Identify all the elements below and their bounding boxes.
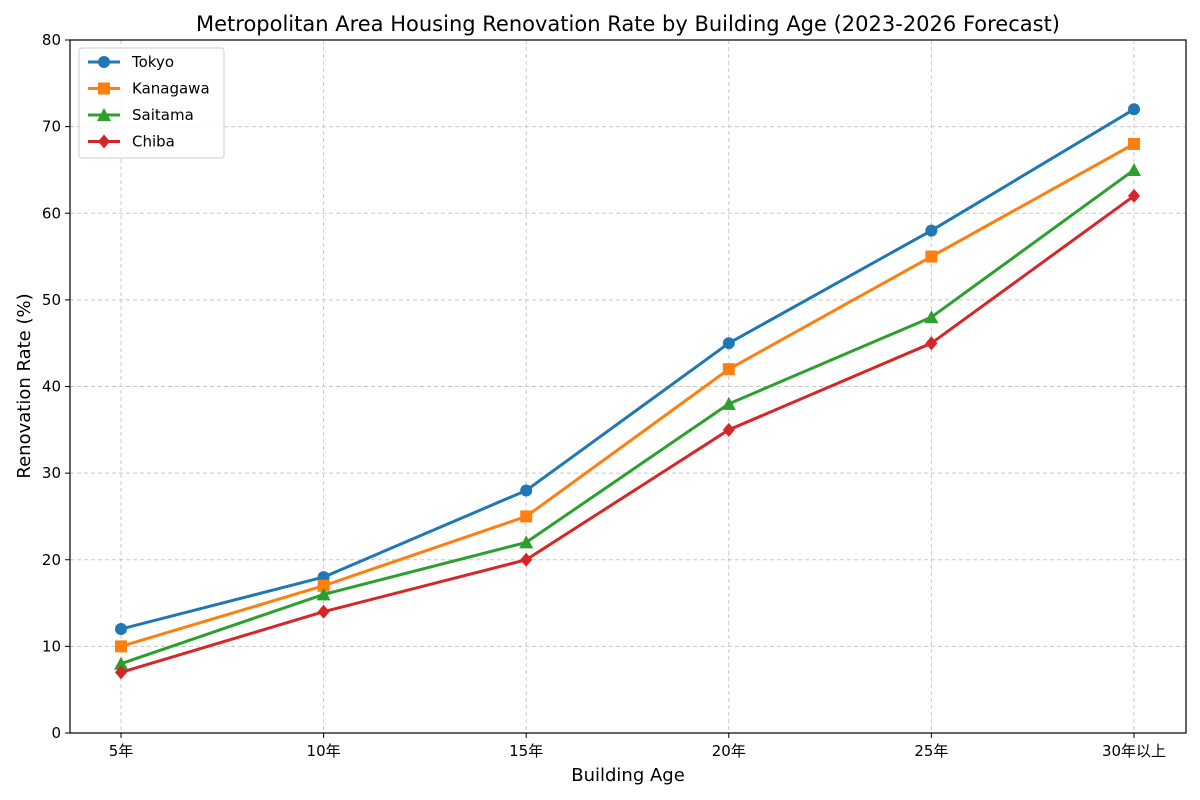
y-tick-label: 80 [42, 31, 61, 49]
legend: Tokyo Kanagawa Saitama Chiba [78, 47, 225, 159]
data-point-saitama [721, 396, 736, 410]
x-tick-label: 15年 [509, 742, 543, 760]
series-chiba [115, 188, 1140, 680]
series-line-chiba [120, 194, 1135, 674]
legend-marker-chiba [98, 134, 110, 149]
data-point-tokyo [115, 623, 127, 636]
y-tick-label: 30 [42, 464, 61, 482]
x-axis-label: Building Age [571, 765, 685, 786]
x-tick-label: 5年 [109, 742, 134, 760]
data-point-chiba [520, 552, 533, 567]
y-tick-label: 0 [51, 724, 61, 742]
y-axis-label: Renovation Rate (%) [14, 293, 35, 478]
series-line-kanagawa [120, 142, 1135, 648]
legend-marker-tokyo [98, 56, 110, 68]
y-tick-label: 40 [42, 378, 61, 396]
x-tick-label: 20年 [712, 742, 746, 760]
legend-label-saitama: Saitama [132, 106, 194, 124]
y-tick-label: 10 [42, 637, 61, 655]
legend-label-chiba: Chiba [132, 133, 175, 151]
data-point-kanagawa [925, 250, 938, 263]
x-tick-label: 30年以上 [1102, 742, 1166, 760]
data-point-tokyo [520, 484, 533, 497]
data-point-tokyo [1128, 103, 1140, 116]
data-point-tokyo [925, 224, 938, 237]
y-tick-label: 60 [42, 204, 61, 222]
data-point-chiba [925, 336, 938, 351]
series-line-saitama [120, 168, 1135, 666]
data-point-saitama [316, 587, 331, 601]
legend-marker-saitama [97, 108, 111, 121]
legend-marker-kanagawa [98, 82, 110, 95]
data-point-tokyo [722, 337, 735, 350]
legend-label-kanagawa: Kanagawa [132, 80, 210, 98]
y-tick-label: 50 [42, 291, 61, 309]
series-tokyo [115, 103, 1140, 636]
data-point-chiba [1128, 188, 1140, 203]
data-point-saitama [519, 535, 534, 549]
axes: 5年 10年 15年 20年 25年 30年以上 0 10 20 30 40 50 60 70 80 [42, 31, 1187, 760]
data-point-saitama [924, 310, 939, 324]
data-point-chiba [317, 604, 330, 619]
data-point-kanagawa [317, 579, 330, 592]
data-point-saitama [1127, 162, 1141, 176]
data-point-chiba [722, 422, 735, 437]
series-lines [114, 103, 1141, 680]
y-tick-label: 20 [42, 551, 61, 569]
x-tick-label: 10年 [307, 742, 341, 760]
chart-title: Metropolitan Area Housing Renovation Rat… [196, 12, 1060, 36]
data-point-kanagawa [722, 363, 735, 376]
series-kanagawa [115, 137, 1140, 653]
legend-label-tokyo: Tokyo [131, 53, 174, 71]
legend-box [78, 47, 225, 159]
y-tick-label: 70 [42, 118, 61, 136]
series-line-tokyo [120, 108, 1135, 631]
series-saitama [114, 162, 1141, 670]
grid [70, 39, 1186, 734]
data-point-saitama [114, 656, 128, 670]
data-point-kanagawa [1128, 137, 1140, 150]
data-point-chiba [115, 665, 127, 680]
data-point-kanagawa [115, 640, 127, 653]
x-tick-label: 25年 [914, 742, 948, 760]
data-point-kanagawa [520, 510, 533, 523]
